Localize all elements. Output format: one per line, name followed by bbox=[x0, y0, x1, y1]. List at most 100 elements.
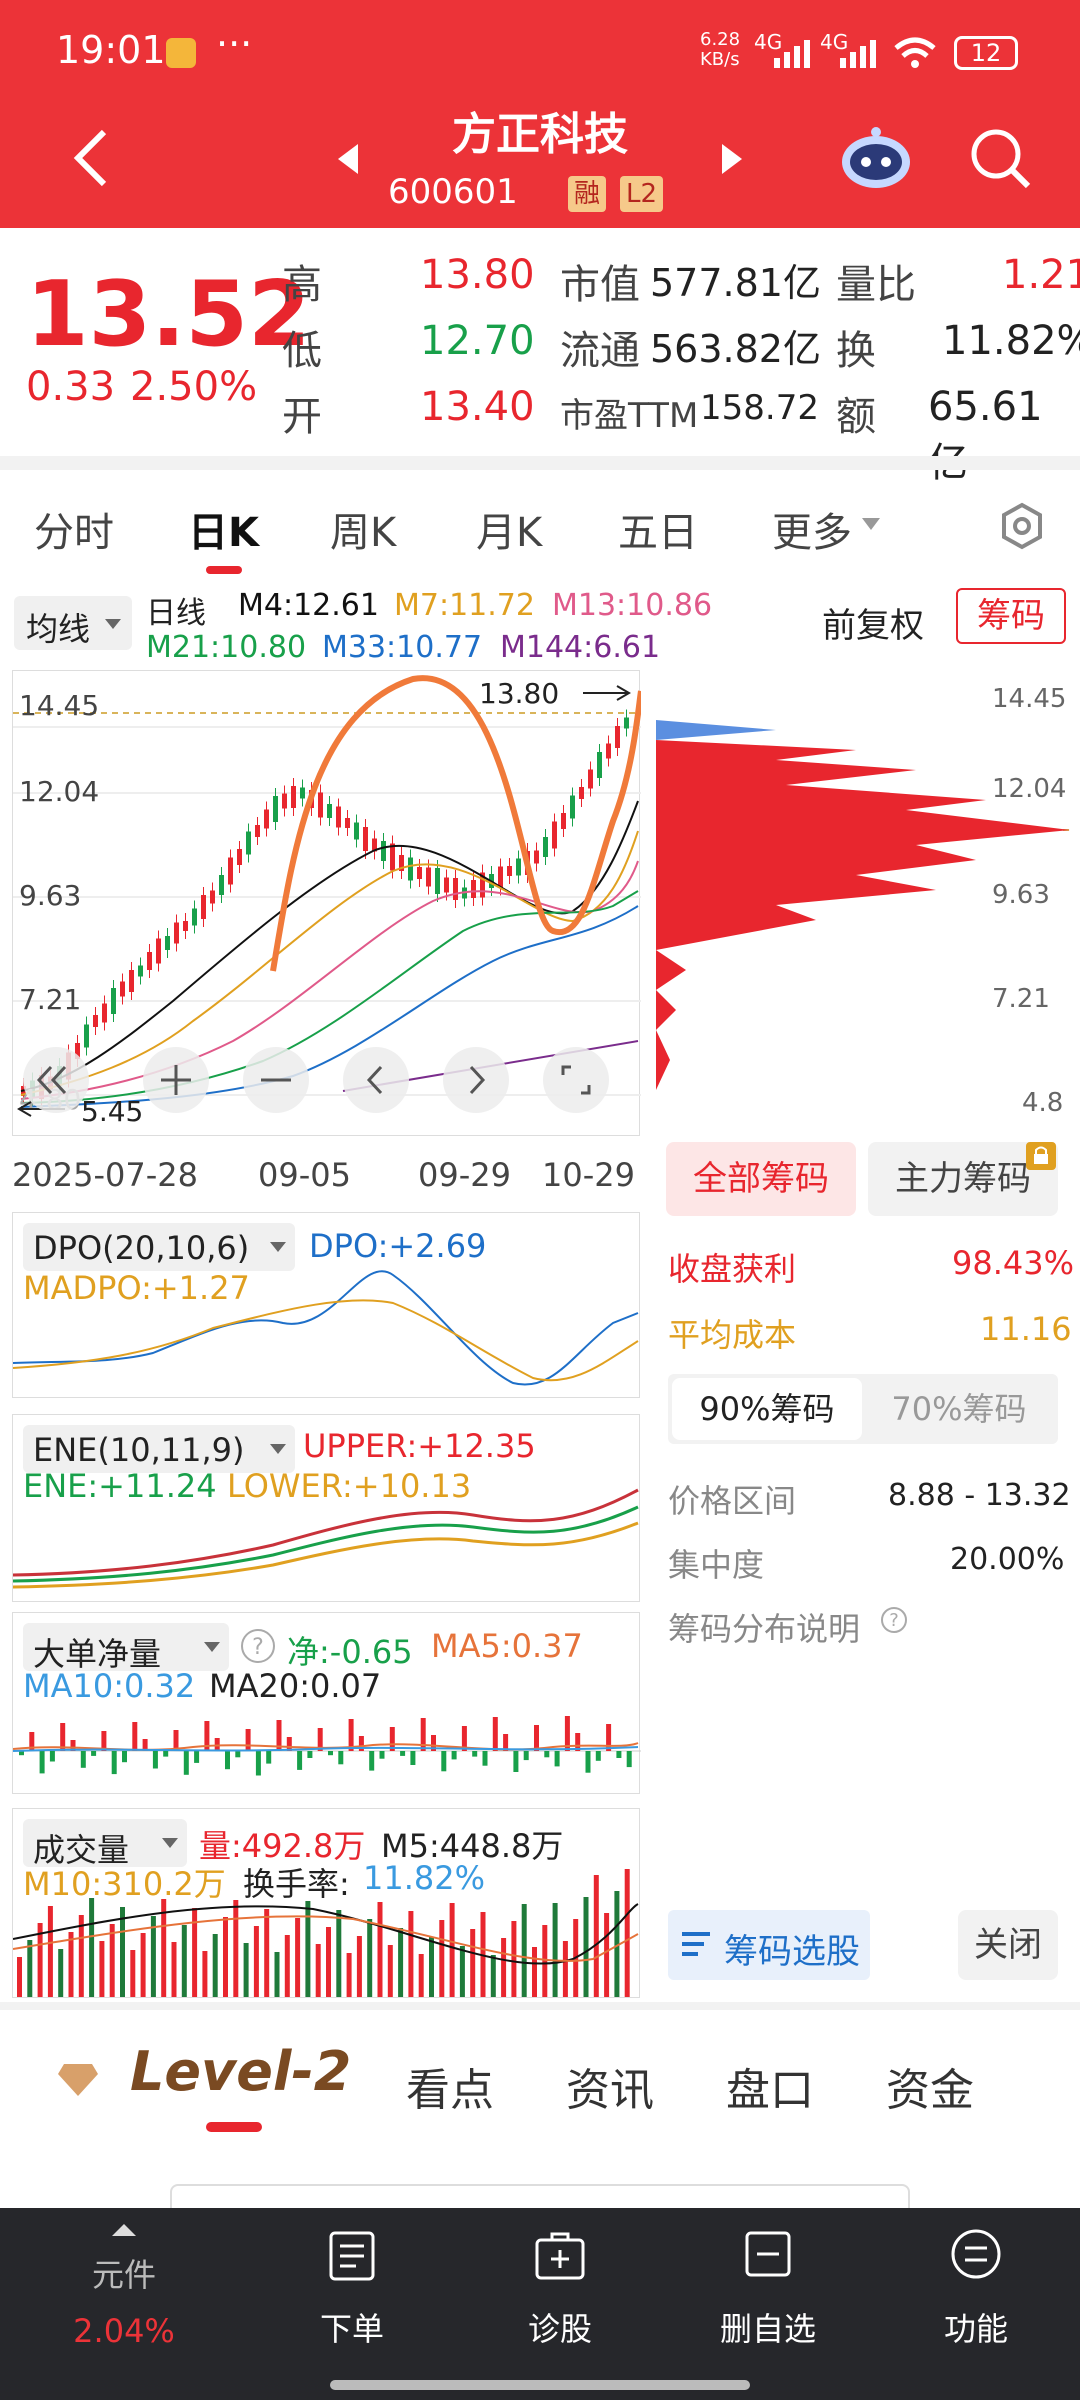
bigorder-bar bbox=[585, 1751, 591, 1773]
bigorder-bar bbox=[606, 1724, 612, 1751]
bigorder-bar bbox=[142, 1739, 148, 1751]
ene-selector[interactable]: ENE(10,11,9) bbox=[23, 1425, 295, 1473]
bigorder-bar bbox=[358, 1736, 364, 1751]
tab-orderbook[interactable]: 盘口 bbox=[726, 2065, 814, 2116]
ma-selector[interactable]: 均线 bbox=[14, 596, 132, 650]
bigorder-bar bbox=[132, 1722, 138, 1751]
tab-daily-k[interactable]: 日K bbox=[188, 510, 259, 556]
volume-dropdown-icon bbox=[162, 1838, 178, 1848]
tab-highlights[interactable]: 看点 bbox=[406, 2065, 494, 2116]
ma13-value: M13:10.86 bbox=[552, 588, 713, 623]
prev-stock-icon[interactable] bbox=[336, 142, 360, 176]
date-label-3: 09-29 bbox=[418, 1156, 511, 1194]
open-label: 开 bbox=[282, 394, 322, 440]
chip-explain-link[interactable]: 筹码分布说明 bbox=[668, 1610, 861, 1648]
volume-bar bbox=[274, 1952, 280, 1997]
volume-bar bbox=[470, 1929, 476, 1997]
ene-panel[interactable]: ENE(10,11,9) UPPER:+12.35 ENE:+11.24 LOW… bbox=[12, 1414, 640, 1602]
margin-tag: 融 bbox=[568, 176, 607, 212]
bigorder-help-icon[interactable]: ? bbox=[239, 1627, 277, 1665]
dpo-selector[interactable]: DPO(20,10,6) bbox=[23, 1223, 295, 1271]
volume-bar bbox=[284, 1935, 290, 1997]
fullscreen-icon[interactable] bbox=[541, 1045, 611, 1115]
back-icon[interactable] bbox=[70, 128, 110, 188]
ene-lower-line bbox=[13, 1521, 639, 1589]
bigorder-bars bbox=[19, 1716, 632, 1776]
dpo-panel[interactable]: DPO(20,10,6) DPO:+2.69 MADPO:+1.27 bbox=[12, 1212, 640, 1398]
tab-monthly-k[interactable]: 月K bbox=[476, 510, 543, 556]
search-icon[interactable] bbox=[968, 126, 1032, 190]
volume-bar bbox=[367, 1919, 373, 1997]
volume-bar bbox=[387, 1945, 393, 1997]
bigorder-bar bbox=[194, 1751, 200, 1763]
status-dots: ··· bbox=[216, 22, 253, 66]
svg-text:?: ? bbox=[889, 1610, 899, 1631]
kline-chart[interactable]: 14.45 12.04 9.63 7.21 4.80 13.80 5.45 bbox=[12, 670, 641, 1136]
bigorder-bar bbox=[420, 1718, 426, 1751]
tab-news[interactable]: 资讯 bbox=[566, 2065, 654, 2116]
tab-intraday[interactable]: 分时 bbox=[34, 510, 114, 556]
scroll-left-icon[interactable] bbox=[341, 1045, 411, 1115]
profit-label: 收盘获利 bbox=[668, 1250, 797, 1288]
volume-bar bbox=[253, 1926, 259, 1997]
volume-bar bbox=[429, 1937, 434, 1997]
chips-button[interactable]: 筹码 bbox=[956, 588, 1066, 644]
bigorder-bar bbox=[255, 1751, 261, 1776]
zoom-out-icon[interactable] bbox=[241, 1045, 311, 1115]
rewind-icon[interactable] bbox=[21, 1045, 91, 1115]
tab-level2[interactable]: Level-2 bbox=[130, 2040, 352, 2103]
volume-bar bbox=[346, 1953, 352, 1997]
volume-bar bbox=[243, 1943, 249, 1997]
volume-panel[interactable]: 成交量 量:492.8万 M5:448.8万 M10:310.2万 换手率: 1… bbox=[12, 1808, 640, 1998]
volume-bar bbox=[109, 1924, 115, 1997]
bigorder-bar bbox=[163, 1751, 169, 1757]
bigorder-panel[interactable]: 大单净量 ? 净:-0.65 MA5:0.37 MA10:0.32 MA20:0… bbox=[12, 1612, 641, 1794]
element-value: 2.04% bbox=[73, 2312, 175, 2350]
tab-all-chips[interactable]: 全部筹码 bbox=[666, 1142, 856, 1216]
bigorder-selector[interactable]: 大单净量 bbox=[23, 1623, 229, 1673]
close-chips-button[interactable]: 关闭 bbox=[958, 1910, 1058, 1980]
bigorder-bar bbox=[122, 1751, 127, 1763]
tab-weekly-k[interactable]: 周K bbox=[330, 510, 397, 556]
tab-five-day[interactable]: 五日 bbox=[618, 510, 698, 556]
hand-drawn-annotation bbox=[270, 675, 641, 972]
bigorder-bar bbox=[513, 1751, 519, 1772]
volume-bar bbox=[439, 1920, 445, 1997]
chip-y-label-2: 12.04 bbox=[992, 774, 1067, 804]
volume-bar bbox=[202, 1951, 208, 1997]
bigorder-bar bbox=[503, 1734, 509, 1751]
tab-capital[interactable]: 资金 bbox=[886, 2065, 974, 2116]
robot-assistant-icon[interactable] bbox=[840, 126, 912, 190]
volume-bar bbox=[233, 1900, 239, 1997]
help-icon[interactable]: ? bbox=[880, 1606, 908, 1634]
bigorder-bar bbox=[575, 1733, 581, 1751]
volume-selector[interactable]: 成交量 bbox=[23, 1819, 187, 1869]
volume-bar bbox=[356, 1936, 362, 1997]
scroll-right-icon[interactable] bbox=[441, 1045, 511, 1115]
bigorder-bar bbox=[173, 1730, 179, 1751]
zoom-in-icon[interactable] bbox=[141, 1045, 211, 1115]
volume-bar bbox=[171, 1942, 177, 1997]
pct90-button[interactable]: 90%筹码 bbox=[672, 1378, 862, 1440]
next-stock-icon[interactable] bbox=[720, 142, 744, 176]
tab-more[interactable]: 更多 bbox=[772, 510, 852, 556]
chip-select-button[interactable]: 筹码选股 bbox=[668, 1910, 870, 1980]
settings-icon[interactable] bbox=[998, 502, 1046, 550]
bigorder-bar bbox=[307, 1751, 313, 1758]
bigorder-bar bbox=[39, 1751, 45, 1774]
pct70-button[interactable]: 70%筹码 bbox=[891, 1390, 1027, 1428]
volume-bar bbox=[552, 1903, 558, 1997]
range-label: 价格区间 bbox=[668, 1482, 797, 1520]
y-label-3: 9.63 bbox=[19, 879, 82, 912]
volume-bar bbox=[120, 1907, 125, 1997]
bigorder-bar bbox=[523, 1751, 529, 1761]
bigorder-bar bbox=[19, 1751, 24, 1756]
menu-circle-icon bbox=[951, 2229, 1001, 2279]
chip-y-label-1: 14.45 bbox=[992, 684, 1067, 714]
app-notify-icon bbox=[166, 38, 196, 68]
volume-bar bbox=[377, 1902, 383, 1997]
adjust-label[interactable]: 前复权 bbox=[822, 606, 924, 646]
tab-indicator bbox=[206, 566, 242, 574]
volume-turnover-value: 11.82% bbox=[363, 1859, 486, 1897]
volume-bar bbox=[562, 1941, 568, 1997]
